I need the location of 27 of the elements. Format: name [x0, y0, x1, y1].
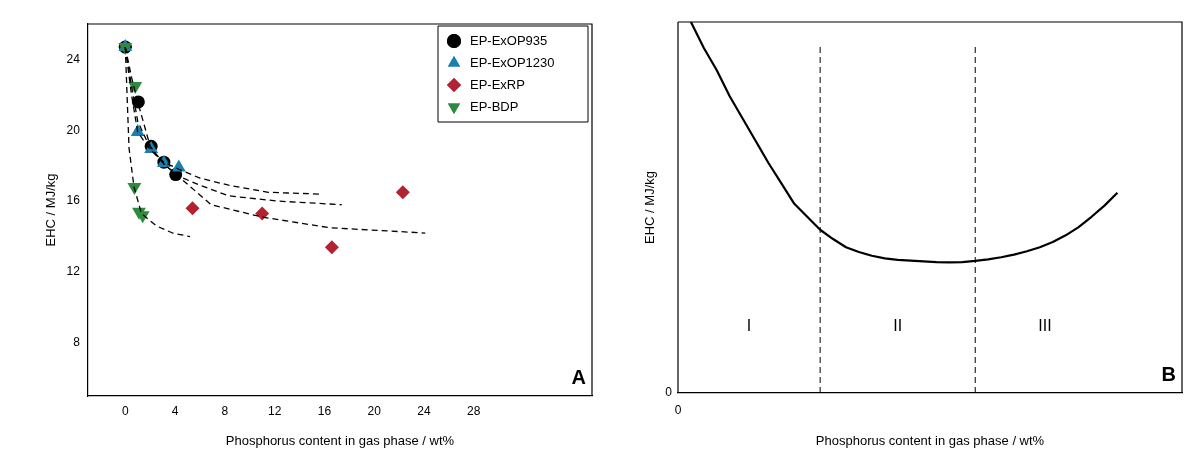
legend-label: EP-ExOP935 [470, 32, 548, 48]
legend-label: EP-BDP [470, 98, 519, 114]
x-tick-label: 28 [467, 403, 481, 418]
x-tick-label: 0 [121, 403, 129, 418]
x-tick-label: 16 [317, 403, 332, 418]
y-tick-label: 24 [66, 51, 81, 66]
text: 0 [665, 385, 673, 400]
y-tick-label: 8 [73, 335, 81, 350]
x-tick-label: 12 [267, 403, 282, 418]
annotation: I [746, 316, 752, 334]
legend-label: EP-ExOP1230 [470, 54, 555, 70]
annotation: II [893, 316, 903, 334]
legend-label: EP-ExRP [470, 76, 525, 92]
annotation: III [1038, 316, 1052, 334]
y-tick-label: 20 [66, 122, 81, 137]
y-axis-title: EHC / MJ/kg [43, 173, 59, 247]
x-axis-title: Phosphorus content in gas phase / wt% [815, 432, 1045, 448]
annotation: B [1161, 362, 1176, 385]
y-tick-label: 16 [66, 193, 81, 208]
x-tick-label: 24 [417, 403, 431, 418]
x-tick-label: 4 [171, 403, 179, 418]
x-tick-label: 20 [367, 403, 382, 418]
y-tick-label: 12 [66, 264, 81, 279]
y-axis-title: EHC / MJ/kg [641, 171, 657, 244]
x-tick-label: 8 [221, 403, 229, 418]
x-axis-title: Phosphorus content in gas phase / wt% [225, 432, 455, 448]
annotation: A [571, 365, 586, 388]
